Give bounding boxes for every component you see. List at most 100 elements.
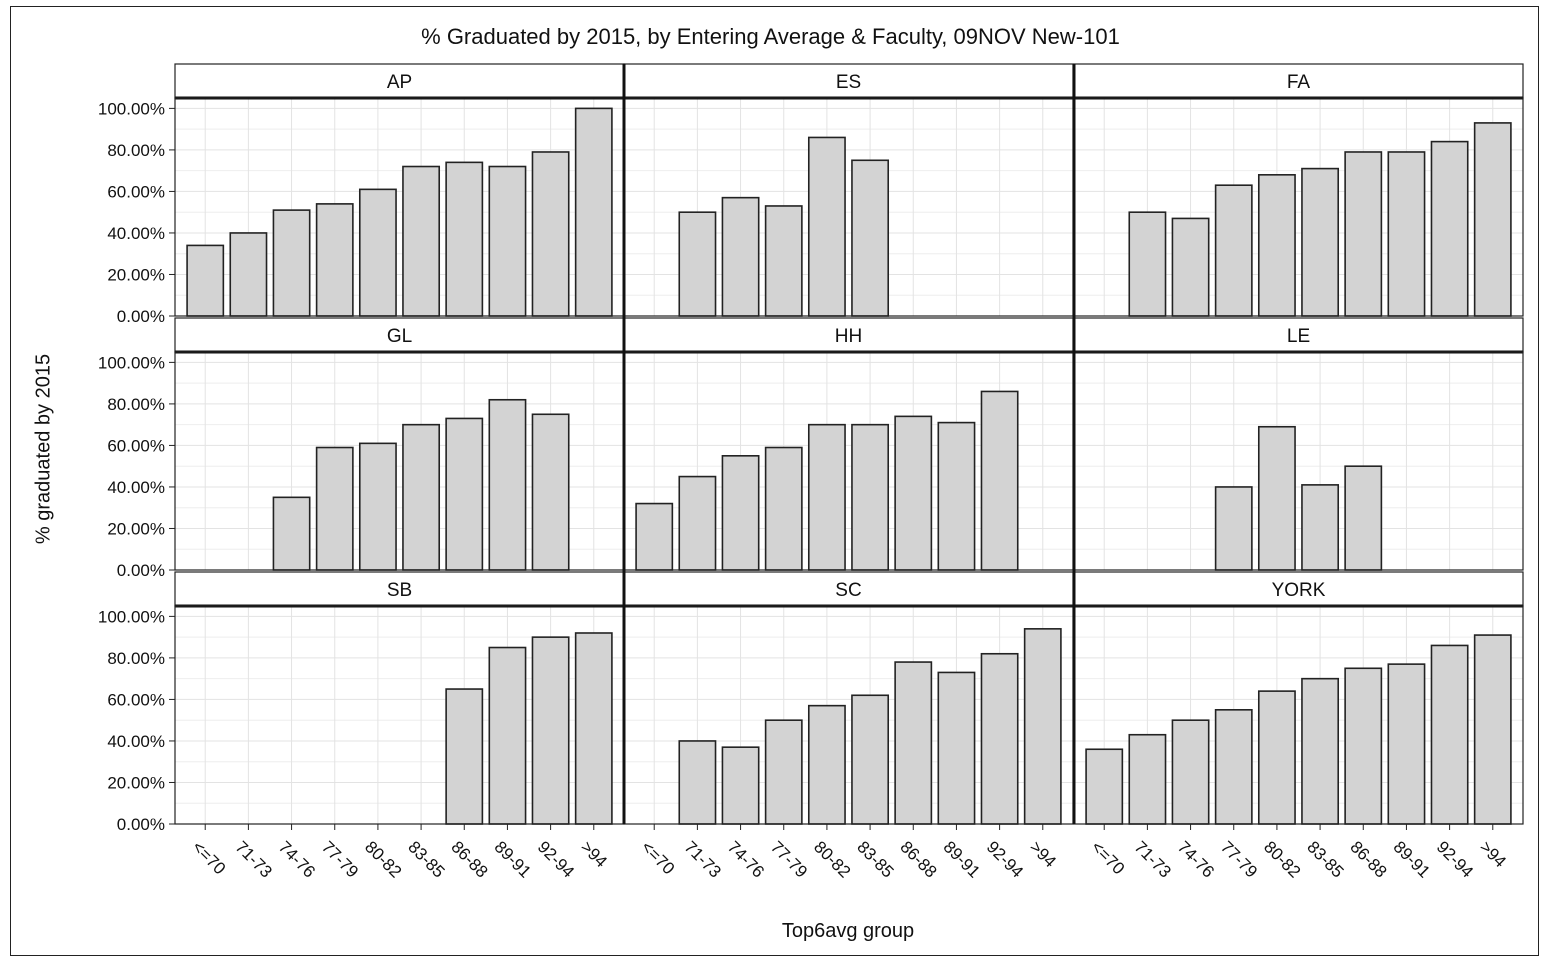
panel-label-AP: AP [387,72,412,93]
y-tick-label: 100.00% [98,353,165,372]
bar-SC-74-76 [721,746,760,825]
bar-HH-74-76 [721,455,760,571]
bar-HH-80-82 [807,423,846,571]
bar-HH-92-94 [980,390,1019,571]
bar-ES-74-76 [721,196,760,317]
bar-FA-92-94 [1430,140,1469,317]
bar-SC-89-91 [937,671,976,825]
x-tick-label: 74-76 [275,837,319,881]
chart-title: % Graduated by 2015, by Entering Average… [421,24,1120,49]
x-tick-label: 80-82 [810,837,854,881]
bar-SB-92-94 [531,636,570,825]
bar-HH-77-79 [764,446,803,571]
x-tick-label: 71-73 [1131,837,1175,881]
bar-YORK-83-85 [1301,677,1340,825]
bar-FA-86-88 [1344,151,1383,317]
bar-SB->94 [574,632,613,825]
bar-AP-77-79 [315,203,354,317]
bar-FA-89-91 [1387,151,1426,317]
x-tick-label: <=70 [1087,837,1128,878]
bar-FA-74-76 [1171,217,1210,317]
x-tick-label: <=70 [637,837,678,878]
bar-YORK-92-94 [1430,644,1469,825]
x-tick-label: >94 [1026,837,1060,871]
panel-header-HH [623,317,1074,353]
bar-ES-71-73 [678,211,717,317]
x-tick-label: 86-88 [896,837,940,881]
y-tick-label: 100.00% [98,99,165,118]
y-tick-label: 40.00% [107,224,165,243]
x-tick-label: 89-91 [1390,837,1434,881]
x-tick-label: <=70 [188,837,229,878]
bar-ES-83-85 [851,159,890,317]
panel-label-FA: FA [1287,72,1311,93]
x-tick-label: 92-94 [534,837,578,881]
bar-SC-77-79 [764,719,803,825]
bar-AP-74-76 [272,209,311,317]
bar-GL-89-91 [488,398,527,571]
bar-LE-83-85 [1301,484,1340,571]
bar-YORK-71-73 [1128,733,1167,825]
x-tick-label: >94 [1476,837,1510,871]
bar-ES-80-82 [807,136,846,317]
bar-LE-86-88 [1344,465,1383,571]
bar-GL-74-76 [272,496,311,571]
x-tick-label: 83-85 [1303,837,1347,881]
bar-SC-71-73 [678,740,717,825]
y-tick-label: 40.00% [107,732,165,751]
bar-YORK-89-91 [1387,663,1426,825]
bar-AP-71-73 [229,232,268,317]
x-tick-label: >94 [577,837,611,871]
bar-SC->94 [1023,628,1062,825]
bar-AP-80-82 [358,188,397,317]
bar-YORK-<=70 [1085,748,1124,825]
y-tick-label: 0.00% [117,307,165,326]
x-tick-label: 83-85 [404,837,448,881]
x-tick-label: 86-88 [1346,837,1390,881]
bar-SC-80-82 [807,704,846,825]
bar-GL-86-88 [445,417,484,571]
x-tick-label: 89-91 [491,837,535,881]
y-tick-label: 0.00% [117,561,165,580]
bar-YORK-74-76 [1171,719,1210,825]
bar-HH-86-88 [894,415,933,571]
y-tick-label: 0.00% [117,815,165,834]
bar-SC-92-94 [980,652,1019,825]
y-tick-label: 60.00% [107,436,165,455]
bar-AP-<=70 [186,244,225,317]
bar-YORK->94 [1473,634,1512,825]
x-tick-label: 92-94 [983,837,1027,881]
bar-FA-77-79 [1214,184,1253,317]
x-tick-label: 89-91 [940,837,984,881]
bar-LE-77-79 [1214,486,1253,571]
bar-GL-83-85 [402,423,441,571]
bar-AP-86-88 [445,161,484,317]
panel-label-SC: SC [835,580,861,601]
panel-label-HH: HH [835,326,862,347]
bar-AP-89-91 [488,165,527,317]
x-tick-label: 86-88 [447,837,491,881]
y-tick-label: 40.00% [107,478,165,497]
bar-HH-83-85 [851,423,890,571]
bar-AP->94 [574,107,613,317]
panel-LE-plot-area [1074,352,1523,570]
bar-HH-<=70 [635,502,674,571]
bar-SC-83-85 [851,694,890,825]
bar-SC-86-88 [894,661,933,825]
x-tick-label: 80-82 [361,837,405,881]
bar-FA-80-82 [1257,174,1296,317]
panel-label-LE: LE [1287,326,1310,347]
bar-ES-77-79 [764,205,803,317]
y-tick-label: 60.00% [107,690,165,709]
bar-YORK-86-88 [1344,667,1383,825]
y-tick-label: 80.00% [107,649,165,668]
panel-label-SB: SB [387,580,412,601]
panel-label-GL: GL [387,326,412,347]
bar-GL-77-79 [315,446,354,571]
x-tick-label: 71-73 [232,837,276,881]
x-tick-label: 74-76 [724,837,768,881]
y-tick-label: 20.00% [107,265,165,284]
bar-SB-86-88 [445,688,484,825]
y-tick-label: 20.00% [107,773,165,792]
